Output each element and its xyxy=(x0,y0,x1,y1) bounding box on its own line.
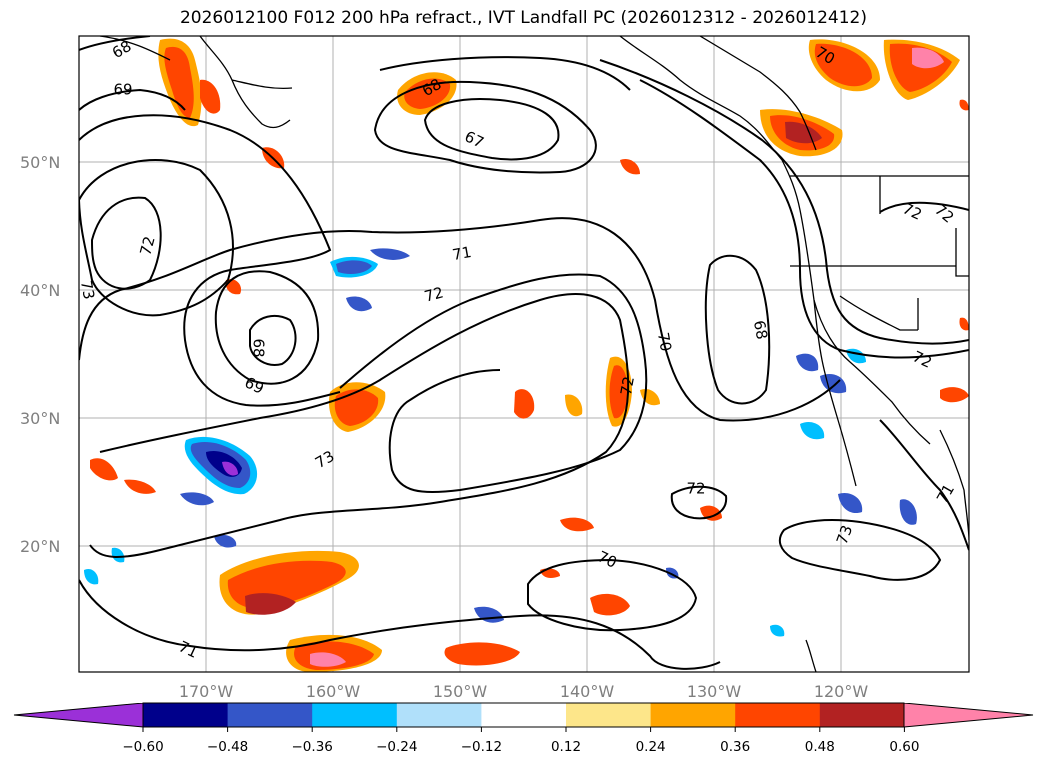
colorbar-extend-min xyxy=(14,703,143,727)
contour-label: 72 xyxy=(136,234,158,257)
contour-label: 70 xyxy=(654,331,675,353)
lat-label-40n: 40°N xyxy=(20,281,60,300)
colorbar-ticks: −0.60 −0.48 −0.36 −0.24 −0.12 0.12 0.24 0.36 0.4… xyxy=(122,727,919,755)
colorbar-extend-max xyxy=(904,703,1033,727)
refractivity-contours xyxy=(79,36,969,670)
colorbar-segment xyxy=(650,703,736,727)
lon-label-130w: 130°W xyxy=(687,682,742,701)
colorbar-tick-label: 0.24 xyxy=(636,739,666,755)
map-title: 2026012100 F012 200 hPa refract., IVT La… xyxy=(179,8,867,28)
colorbar-segment xyxy=(227,703,313,727)
colorbar-tick-label: 0.36 xyxy=(720,739,750,755)
colorbar-tick-label: −0.12 xyxy=(461,739,502,755)
colorbar-tick-label: 0.60 xyxy=(889,739,919,755)
colorbar-tick-label: 0.12 xyxy=(551,739,581,755)
lat-label-30n: 30°N xyxy=(20,409,60,428)
contour-label: 68 xyxy=(250,338,268,357)
colorbar-segment xyxy=(143,703,229,727)
coastlines xyxy=(99,36,969,672)
gridlines xyxy=(79,36,969,672)
colorbar-segment xyxy=(481,703,567,727)
longitude-labels: 170°W 160°W 150°W 140°W 130°W 120°W xyxy=(179,682,869,701)
lon-label-150w: 150°W xyxy=(433,682,488,701)
colorbar-tick-label: −0.60 xyxy=(122,739,163,755)
colorbar-outline xyxy=(13,702,1034,728)
lon-label-140w: 140°W xyxy=(560,682,615,701)
contour-label: 73 xyxy=(833,523,856,547)
negative-refractivity-areas xyxy=(84,248,917,637)
lon-label-160w: 160°W xyxy=(306,682,361,701)
lon-label-120w: 120°W xyxy=(814,682,869,701)
lat-label-50n: 50°N xyxy=(20,153,60,172)
contour-label: 68 xyxy=(750,319,771,341)
contour-label: 69 xyxy=(113,81,132,99)
colorbar-tick-label: −0.36 xyxy=(292,739,333,755)
contour-label: 72 xyxy=(617,375,638,397)
contour-label: 72 xyxy=(686,480,705,498)
map-frame xyxy=(78,35,970,673)
colorbar-segment xyxy=(735,703,821,727)
contour-label: 72 xyxy=(422,283,445,305)
colorbar-segment xyxy=(566,703,652,727)
colorbar-segment xyxy=(396,703,482,727)
contour-label: 73 xyxy=(77,279,98,301)
colorbar-segments xyxy=(14,703,1033,727)
colorbar-tick-label: 0.48 xyxy=(805,739,835,755)
colorbar-tick-label: −0.48 xyxy=(207,739,248,755)
colorbar-segment xyxy=(819,703,905,727)
colorbar-segment xyxy=(312,703,398,727)
contour-label: 71 xyxy=(451,243,473,264)
colorbar-tick-label: −0.24 xyxy=(376,739,417,755)
latitude-labels: 50°N 40°N 30°N 20°N xyxy=(20,153,60,556)
lon-label-170w: 170°W xyxy=(179,682,234,701)
colorbar: −0.60 −0.48 −0.36 −0.24 −0.12 0.12 0.24 0.36 0.4… xyxy=(13,702,1034,755)
lat-label-20n: 20°N xyxy=(20,537,60,556)
